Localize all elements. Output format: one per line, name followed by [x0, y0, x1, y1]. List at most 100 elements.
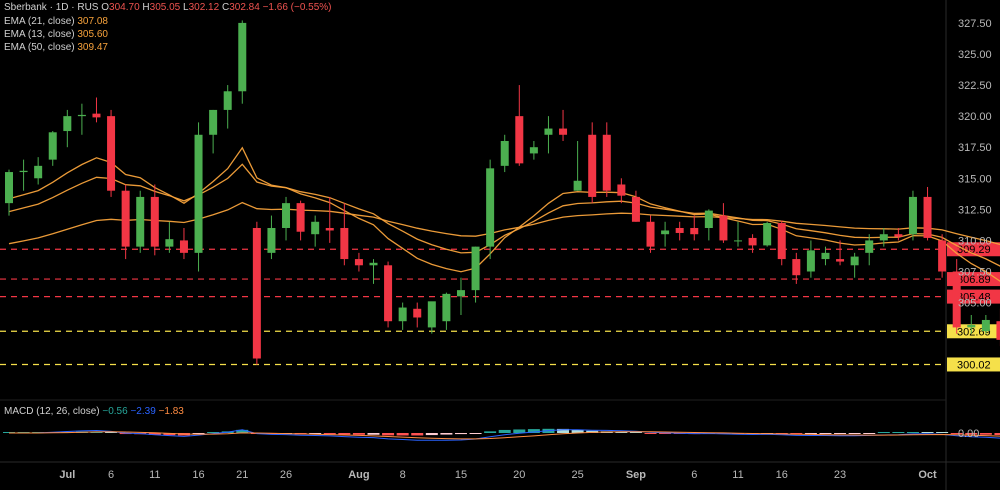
candle-body: [938, 240, 947, 272]
price-legend: Sberbank · 1D · RUS O304.70 H305.05 L302…: [4, 1, 332, 14]
macd-legend: MACD (12, 26, close) −0.56 −2.39 −1.83: [4, 405, 184, 418]
candle-body: [194, 134, 203, 253]
candle-body: [588, 134, 597, 197]
ema-50-value: 309.47: [77, 42, 108, 53]
candle-body: [690, 227, 699, 235]
price-level-badge: [947, 242, 1000, 257]
macd-histogram-bar: [207, 432, 220, 433]
candle-body: [996, 321, 1000, 340]
macd-histogram-bar: [819, 433, 832, 434]
candle-body: [77, 114, 86, 117]
candle-body: [602, 134, 611, 191]
candle-body: [398, 307, 407, 322]
time-tick-label: Aug: [348, 469, 369, 481]
candle-body: [5, 172, 13, 204]
candle-body: [442, 293, 451, 322]
macd-histogram-bar: [892, 432, 905, 433]
candle-body: [384, 265, 393, 322]
candles-layer: [5, 20, 1000, 365]
price-tick-label: 312.50: [958, 204, 992, 216]
candle-body: [792, 259, 801, 276]
candle-body: [719, 215, 728, 241]
candle-body: [282, 203, 291, 228]
candle-body: [456, 290, 465, 297]
macd-histogram-bar: [644, 433, 657, 434]
candle-body: [544, 128, 553, 135]
price-level-label: 300.02: [957, 359, 991, 371]
candle-body: [34, 165, 43, 179]
candle-body: [471, 246, 480, 291]
candle-body: [413, 308, 422, 318]
macd-line: [9, 429, 1000, 441]
candle-body: [354, 259, 363, 266]
candle-body: [296, 203, 305, 232]
macd-histogram-bar: [790, 433, 803, 435]
price-level-label: 306.89: [957, 274, 991, 286]
time-tick-label: 23: [834, 469, 846, 481]
macd-histogram-bar: [586, 430, 599, 433]
candle-body: [850, 256, 859, 266]
price-tick-label: 315.00: [958, 173, 992, 185]
c-value: 302.84: [229, 2, 260, 13]
macd-histogram-bar: [863, 433, 876, 434]
change-value: −1.66 (−0.55%): [262, 2, 332, 13]
candle-body: [981, 319, 990, 332]
candle-body: [121, 190, 130, 247]
candle-body: [894, 234, 903, 237]
candle-body: [967, 324, 976, 328]
price-tick-label: 327.50: [958, 18, 992, 30]
price-tick-label: 325.00: [958, 49, 992, 61]
ema-lines-layer: [8, 146, 1000, 282]
macd-histogram-bar: [323, 433, 336, 435]
macd-histogram-bar: [557, 428, 570, 433]
candle-body: [734, 240, 742, 242]
price-tick-label: 307.50: [958, 266, 992, 278]
macd-histogram-bar: [382, 433, 395, 436]
ema-21-value: 307.08: [77, 16, 108, 27]
macd-layer: [3, 428, 1000, 441]
macd-histogram-bar: [440, 433, 453, 435]
time-tick-label: 20: [513, 469, 525, 481]
l-value: 302.12: [188, 2, 220, 13]
macd-histogram-bar: [192, 433, 205, 434]
macd-histogram-bar: [105, 432, 118, 433]
macd-histogram-bar: [659, 433, 672, 434]
candle-body: [209, 109, 218, 135]
symbol-label: Sberbank · 1D · RUS: [4, 2, 99, 13]
c-label: C: [221, 2, 230, 13]
candle-body: [223, 91, 232, 110]
candle-body: [369, 262, 378, 266]
macd-histogram-bar: [804, 433, 817, 435]
time-tick-label: 6: [108, 469, 114, 481]
macd-histogram-bar: [834, 433, 847, 434]
macd-histogram-bar: [965, 433, 978, 435]
macd-histogram-bar: [950, 433, 963, 434]
candle-body: [836, 259, 845, 262]
candle-body: [19, 170, 28, 173]
ema-legend-row: EMA (13, close) 305.60: [4, 28, 108, 41]
candle-body: [661, 230, 670, 235]
price-tick-label: 322.50: [958, 80, 992, 92]
price-tick-label: 320.00: [958, 111, 992, 123]
macd-histogram-bar: [936, 432, 949, 433]
ema-13-value: 305.60: [77, 29, 108, 40]
candle-body: [763, 223, 772, 246]
candle-body: [821, 252, 830, 260]
macd-histogram-bar: [484, 431, 497, 433]
macd-histogram-bar: [469, 433, 482, 434]
candle-body: [150, 196, 159, 247]
price-level-label: 309.29: [957, 244, 991, 256]
time-tick-label: 11: [732, 469, 743, 481]
signal-line: [9, 431, 1000, 440]
ema-legend-row: EMA (21, close) 307.08: [4, 15, 108, 28]
time-tick-label: Oct: [918, 469, 937, 481]
axes-layer: 327.50 325.00 322.50 320.00 317.50 315.00 312.…: [59, 18, 991, 481]
candle-body: [908, 196, 917, 235]
macd-histogram-bar: [615, 431, 628, 433]
candle-body: [748, 237, 757, 246]
time-tick-label: 25: [571, 469, 583, 481]
macd-histogram-bar: [513, 429, 526, 433]
time-tick-label: 26: [280, 469, 292, 481]
o-value: 304.70: [109, 2, 140, 13]
